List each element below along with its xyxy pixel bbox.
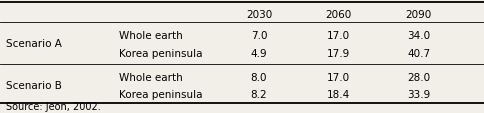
Text: 2030: 2030	[246, 10, 272, 20]
Text: 4.9: 4.9	[251, 48, 267, 58]
Text: Whole earth: Whole earth	[119, 31, 182, 41]
Text: 17.0: 17.0	[327, 72, 350, 82]
Text: 34.0: 34.0	[407, 31, 430, 41]
Text: Scenario B: Scenario B	[6, 80, 62, 90]
Text: 8.0: 8.0	[251, 72, 267, 82]
Text: Whole earth: Whole earth	[119, 72, 182, 82]
Text: 2090: 2090	[406, 10, 432, 20]
Text: Korea peninsula: Korea peninsula	[119, 89, 202, 99]
Text: Source: Jeon, 2002.: Source: Jeon, 2002.	[6, 101, 101, 111]
Text: 18.4: 18.4	[327, 89, 350, 99]
Text: 33.9: 33.9	[407, 89, 430, 99]
Text: 8.2: 8.2	[251, 89, 267, 99]
Text: 2060: 2060	[326, 10, 352, 20]
Text: 17.9: 17.9	[327, 48, 350, 58]
Text: Korea peninsula: Korea peninsula	[119, 48, 202, 58]
Text: 7.0: 7.0	[251, 31, 267, 41]
Text: 40.7: 40.7	[407, 48, 430, 58]
Text: Scenario A: Scenario A	[6, 39, 62, 49]
Text: 17.0: 17.0	[327, 31, 350, 41]
Text: 28.0: 28.0	[407, 72, 430, 82]
